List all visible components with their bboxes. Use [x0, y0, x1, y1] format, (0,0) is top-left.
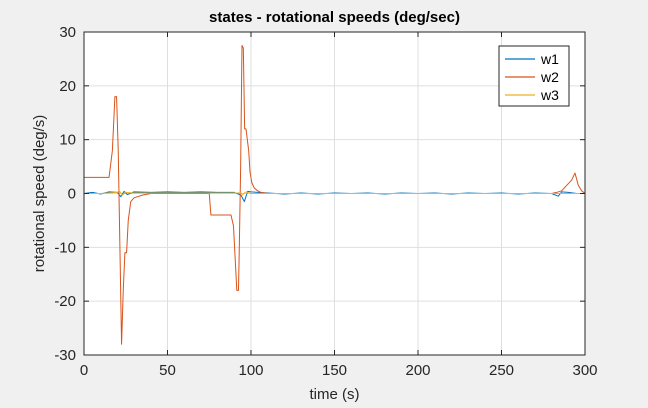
- legend-label-w2: w2: [540, 69, 559, 85]
- y-tick-label: -20: [54, 293, 76, 310]
- y-axis-label: rotational speed (deg/s): [31, 115, 48, 273]
- x-tick-label: 300: [572, 362, 597, 379]
- axis-ticks: 0 50 100 150 200 250 300 -30 -20 -10 0 10 20 30: [54, 24, 597, 379]
- y-tick-label: 30: [59, 24, 76, 41]
- legend-label-w1: w1: [540, 51, 559, 67]
- legend[interactable]: w1 w2 w3: [498, 45, 570, 107]
- chart-title: states - rotational speeds (deg/sec): [209, 9, 460, 26]
- series-lines: [84, 44, 585, 345]
- x-tick-label: 0: [80, 362, 88, 379]
- y-tick-label: 0: [68, 186, 76, 203]
- y-tick-label: -30: [54, 347, 76, 364]
- x-tick-label: 100: [238, 362, 263, 379]
- x-tick-label: 250: [489, 362, 514, 379]
- legend-box: [498, 45, 570, 107]
- x-tick-label: 150: [322, 362, 347, 379]
- series-line-w3: [84, 189, 585, 196]
- x-tick-label: 50: [159, 362, 176, 379]
- y-tick-label: 20: [59, 78, 76, 95]
- x-axis-label: time (s): [310, 386, 360, 403]
- x-tick-label: 200: [405, 362, 430, 379]
- legend-label-w3: w3: [540, 87, 559, 103]
- y-tick-label: 10: [59, 132, 76, 149]
- y-tick-label: -10: [54, 239, 76, 256]
